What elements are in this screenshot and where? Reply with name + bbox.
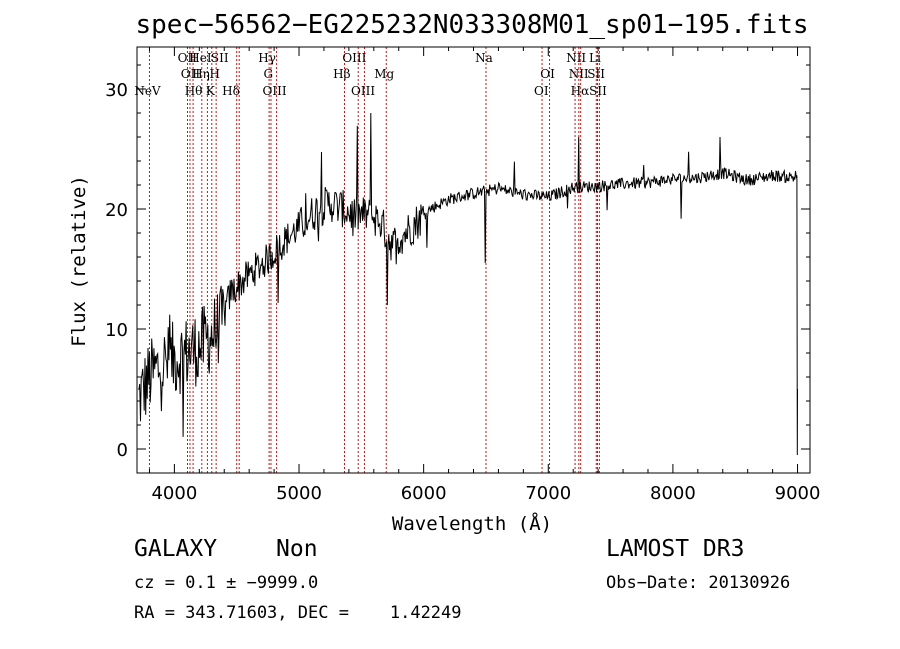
line-label: Hθ — [185, 84, 203, 98]
line-label: Li — [589, 51, 601, 65]
plot-frame — [136, 46, 811, 474]
line-label: SII — [589, 84, 607, 98]
line-label: NII — [569, 67, 589, 81]
line-label: H — [210, 67, 220, 81]
line-label: Mg — [374, 67, 394, 81]
line-label: SII — [211, 51, 229, 65]
object-subclass: Non — [276, 536, 318, 562]
y-tick-label: 20 — [105, 200, 128, 221]
x-tick-label: 4000 — [151, 483, 197, 504]
x-tick-label: 5000 — [276, 483, 322, 504]
line-label: HeI — [189, 51, 212, 65]
redshift-readout: cz = 0.1 ± −9999.0 — [134, 573, 319, 593]
observation-date: Obs−Date: 20130926 — [606, 573, 791, 593]
ra-dec-readout: RA = 343.71603, DEC = 1.42249 — [134, 603, 462, 623]
line-label: OIII — [351, 84, 375, 98]
x-axis-label: Wavelength (Å) — [392, 512, 552, 535]
spectral-line-labels: NeVOIIOIIHθHeIHηKHSIIHδHγGOIIIHβOIIIOIII… — [134, 51, 607, 98]
y-tick-label: 10 — [105, 320, 128, 341]
line-label: NeV — [134, 84, 161, 98]
line-label: G — [264, 67, 274, 81]
line-label: OI — [534, 84, 549, 98]
line-label: Hη — [192, 67, 210, 81]
spectrum-series-line — [138, 112, 798, 456]
line-label: Hα — [571, 84, 590, 98]
line-label: Hγ — [258, 51, 276, 65]
axis-ticks: 4000 5000 6000 7000 8000 9000 0 10 20 30 — [105, 47, 820, 504]
x-tick-label: 8000 — [650, 483, 696, 504]
line-label: Na — [475, 51, 493, 65]
x-tick-label: 9000 — [775, 483, 821, 504]
line-label: OII — [178, 51, 198, 65]
line-label: OIII — [263, 84, 287, 98]
line-label: NII — [566, 51, 586, 65]
x-tick-label: 7000 — [525, 483, 571, 504]
spectral-line-markers — [148, 47, 600, 473]
line-label: OI — [540, 67, 555, 81]
y-tick-label: 0 — [117, 440, 128, 461]
x-tick-label: 6000 — [401, 483, 447, 504]
line-label: Hβ — [333, 67, 350, 81]
y-tick-label: 30 — [105, 80, 128, 101]
chart-title: spec−56562−EG225232N033308M01_sp01−195.f… — [135, 10, 808, 40]
line-label: OIII — [342, 51, 366, 65]
spectrum-plot: spec−56562−EG225232N033308M01_sp01−195.f… — [68, 10, 820, 535]
object-class: GALAXY — [134, 536, 218, 562]
line-label: SII — [587, 67, 605, 81]
survey-name: LAMOST DR3 — [606, 536, 745, 562]
y-axis-label: Flux (relative) — [68, 175, 90, 347]
line-label: Hδ — [222, 84, 240, 98]
line-label: K — [206, 84, 216, 98]
line-label: OII — [181, 67, 201, 81]
